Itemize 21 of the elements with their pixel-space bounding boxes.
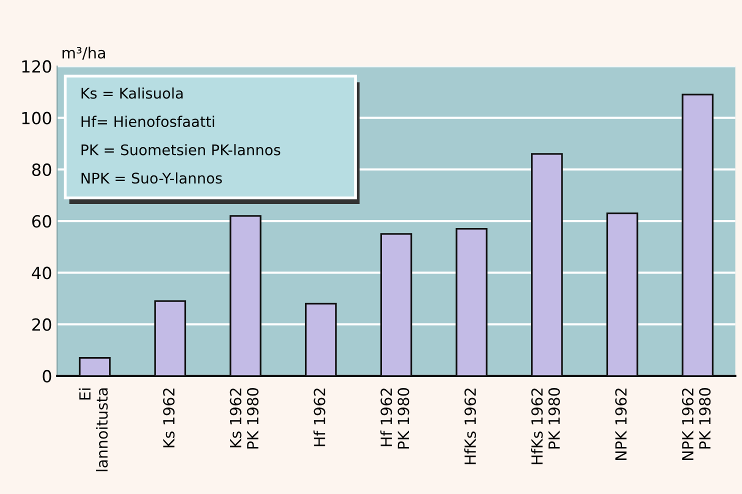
x-tick-label: NPK 1962 PK 1980 [682, 388, 711, 460]
x-tick-label: NPK 1962 [615, 388, 627, 460]
y-tick-label: 0 [42, 370, 52, 383]
x-tick-label: Ks 1962 PK 1980 [230, 388, 259, 449]
x-tick-label: Hf 1962 PK 1980 [380, 388, 410, 449]
x-tick-label: HfKs 1962 PK 1980 [530, 388, 560, 464]
annotation: Hf= Hienofosfaatti [82, 116, 214, 128]
y-tick-label: 60 [32, 215, 52, 228]
y-tick-label: 40 [32, 266, 52, 280]
x-tick-label: HfKs 1962 [464, 388, 476, 464]
annotation: NPK = Suo-Y-lannos [82, 172, 222, 184]
y-axis-title: m³/ha [62, 46, 106, 60]
x-tick-label: Ei lannoitusta [78, 388, 108, 472]
x-tick-label: Hf 1962 [313, 388, 326, 446]
y-tick-label: 80 [32, 163, 52, 176]
annotation: Ks = Kalisuola [82, 87, 183, 99]
annotation: PK = Suometsien PK-lannos [82, 144, 280, 156]
x-tick-label: Ks 1962 [163, 388, 175, 448]
y-tick-label: 120 [22, 60, 52, 73]
y-tick-label: 20 [32, 318, 52, 331]
y-tick-label: 100 [22, 112, 52, 124]
